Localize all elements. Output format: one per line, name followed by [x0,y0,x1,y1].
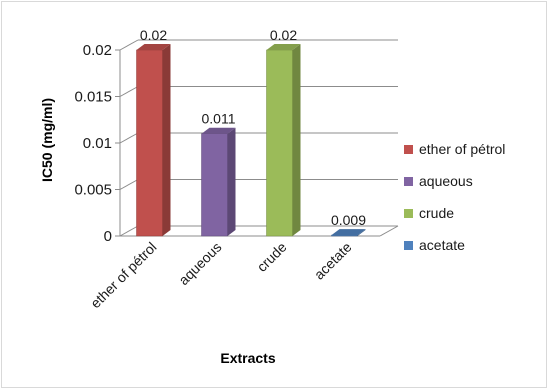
y-tick-label: 0.02 [83,42,112,59]
bar-front-face [136,49,163,237]
legend-label: acetate [419,237,465,253]
grid-depth-line [119,86,139,97]
legend-swatch [404,145,413,154]
bar-front-face [331,234,358,237]
y-tick-label: 0.005 [74,182,112,199]
grid-depth-line [119,39,139,51]
bar-top-face [331,229,366,236]
bar-top-face [201,127,236,134]
bar-front-face [266,49,293,237]
y-tick-label: 0 [104,228,112,245]
grid-depth-line [119,225,139,237]
grid-depth-line [119,179,139,190]
bar [136,44,171,237]
legend-item: ether of pétrol [404,141,505,157]
bar [201,127,236,237]
data-label: 0.02 [140,27,167,43]
legend-item: acetate [404,237,465,253]
legend-item: aqueous [404,173,473,189]
bar [331,229,366,237]
data-labels: 0.02 0.011 0.02 0.009 [140,27,366,228]
legend-label: crude [419,205,454,221]
legend-label: ether of pétrol [419,141,505,157]
grid-depth-line [119,132,139,144]
x-category-label: aqueous [175,239,224,288]
data-label: 0.02 [270,27,297,43]
y-axis-title: IC50 (mg/ml) [39,98,55,182]
x-axis-categories: ether of pétrol aqueous crude acetate [87,239,355,312]
bar-front-face [201,133,228,237]
y-tick-label: 0.01 [83,135,112,152]
bar [266,44,301,237]
bar-side-face [227,127,236,236]
grid-lines [119,39,398,237]
legend-label: aqueous [419,173,473,189]
legend: ether of pétrol aqueous crude acetate [404,141,505,253]
y-tick-label: 0.015 [74,89,112,106]
bar-side-face [357,229,366,236]
data-label: 0.011 [202,111,236,127]
legend-swatch [404,241,413,250]
legend-swatch [404,177,413,186]
x-category-label: acetate [311,239,355,283]
floor-depth-line [379,225,399,237]
x-category-label: ether of pétrol [87,239,159,311]
y-axis: 0 0.005 0.01 0.015 0.02 [74,42,399,245]
bar-side-face [162,44,171,236]
x-category-label: crude [254,239,290,275]
bars [136,44,366,237]
bar-top-face [136,44,171,50]
bar-side-face [292,44,301,236]
bar-top-face [266,44,301,50]
x-axis-title: Extracts [220,350,275,366]
data-label: 0.009 [331,212,366,228]
legend-item: crude [404,205,454,221]
legend-swatch [404,209,413,218]
